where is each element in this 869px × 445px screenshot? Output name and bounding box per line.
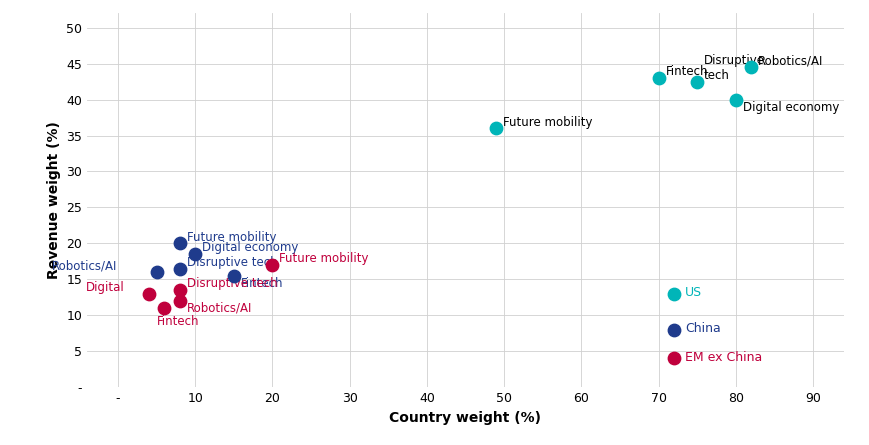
Text: Fintech: Fintech: [665, 65, 707, 78]
Point: [667, 355, 680, 362]
Point: [149, 269, 163, 276]
Point: [728, 96, 742, 103]
Text: Robotics/AI: Robotics/AI: [757, 54, 823, 68]
Point: [489, 125, 503, 132]
Text: Digital: Digital: [86, 281, 125, 294]
Text: Disruptive tech: Disruptive tech: [187, 277, 277, 290]
Text: Future mobility: Future mobility: [279, 252, 368, 265]
Point: [173, 240, 187, 247]
Text: Robotics/AI: Robotics/AI: [52, 259, 117, 272]
Text: Robotics/AI: Robotics/AI: [187, 302, 252, 315]
Point: [227, 272, 241, 279]
Text: Digital economy: Digital economy: [202, 241, 298, 255]
Point: [173, 297, 187, 304]
Point: [188, 251, 202, 258]
Text: Future mobility: Future mobility: [187, 231, 275, 243]
Point: [651, 74, 665, 81]
Y-axis label: Revenue weight (%): Revenue weight (%): [47, 121, 61, 279]
Point: [173, 287, 187, 294]
Point: [142, 290, 156, 297]
Point: [689, 78, 703, 85]
Point: [667, 326, 680, 333]
Point: [157, 304, 171, 311]
Text: Fintech: Fintech: [157, 315, 200, 328]
Text: Fintech: Fintech: [241, 277, 283, 290]
X-axis label: Country weight (%): Country weight (%): [389, 411, 541, 425]
Text: China: China: [684, 323, 720, 336]
Point: [173, 265, 187, 272]
Text: Disruptive
tech: Disruptive tech: [703, 54, 764, 82]
Text: Digital economy: Digital economy: [742, 101, 838, 114]
Text: US: US: [684, 287, 701, 299]
Point: [265, 261, 279, 268]
Point: [743, 64, 757, 71]
Text: Future mobility: Future mobility: [502, 116, 592, 129]
Text: Disruptive tech: Disruptive tech: [187, 256, 277, 269]
Text: EM ex China: EM ex China: [684, 351, 761, 364]
Point: [667, 290, 680, 297]
